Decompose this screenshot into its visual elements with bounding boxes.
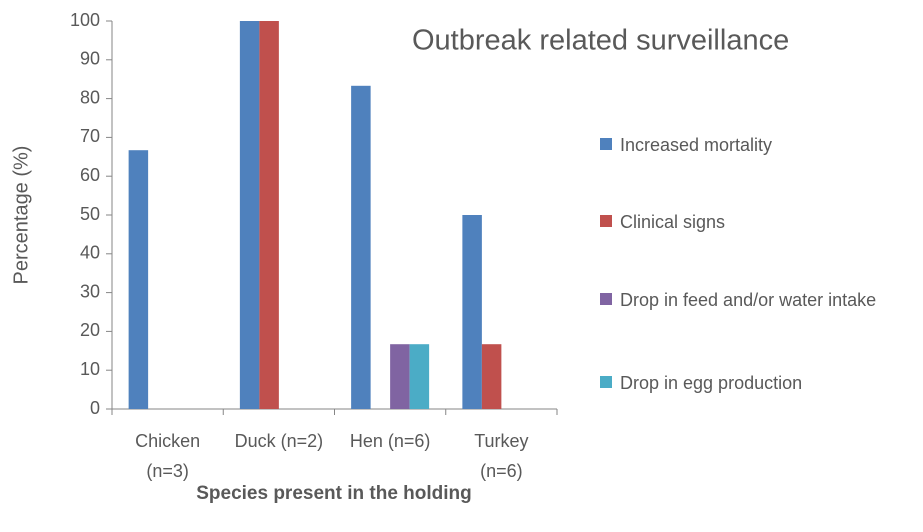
- y-tick-label: 80: [80, 87, 100, 107]
- bar: [239, 21, 260, 409]
- x-tick-label: Chicken (n=3): [135, 431, 201, 481]
- y-tick-label: 50: [80, 204, 100, 224]
- chart-title: Outbreak related surveillance: [412, 25, 789, 57]
- y-tick-label: 90: [80, 49, 100, 69]
- y-tick-label: 60: [80, 165, 100, 185]
- x-axis-title: Species present in the holding: [196, 483, 472, 504]
- legend-item: Increased mortality: [600, 130, 923, 160]
- legend-label: Drop in feed and/or water intake: [620, 290, 877, 310]
- legend-item: Drop in feed and/or water intake: [600, 285, 923, 315]
- bar: [390, 344, 410, 409]
- y-tick-label: 30: [80, 281, 100, 301]
- y-axis-title: Percentage (%): [10, 146, 32, 285]
- y-tick-label: 0: [90, 398, 100, 418]
- y-tick-label: 10: [80, 359, 100, 379]
- bar: [409, 344, 430, 409]
- legend-swatch: [600, 376, 612, 388]
- legend-label: Increased mortality: [620, 135, 773, 155]
- legend-item: Clinical signs: [600, 207, 923, 237]
- bar: [462, 215, 482, 409]
- bar: [351, 85, 371, 410]
- bar: [259, 21, 279, 409]
- y-tick-label: 70: [80, 126, 100, 146]
- y-tick-label: 20: [80, 320, 100, 340]
- bar: [128, 150, 149, 410]
- legend-swatch: [600, 293, 612, 305]
- x-tick-label: Turkey (n=6): [474, 431, 529, 481]
- legend-item: Drop in egg production: [600, 368, 923, 398]
- y-tick-label: 40: [80, 243, 100, 263]
- bar: [481, 344, 502, 409]
- legend-label: Drop in egg production: [620, 373, 803, 393]
- legend-swatch: [600, 138, 612, 150]
- y-tick-label: 100: [70, 10, 100, 30]
- x-tick-label: Hen (n=6): [349, 431, 431, 451]
- legend-swatch: [600, 215, 612, 227]
- legend-label: Clinical signs: [620, 212, 726, 232]
- x-tick-label: Duck (n=2): [234, 431, 324, 451]
